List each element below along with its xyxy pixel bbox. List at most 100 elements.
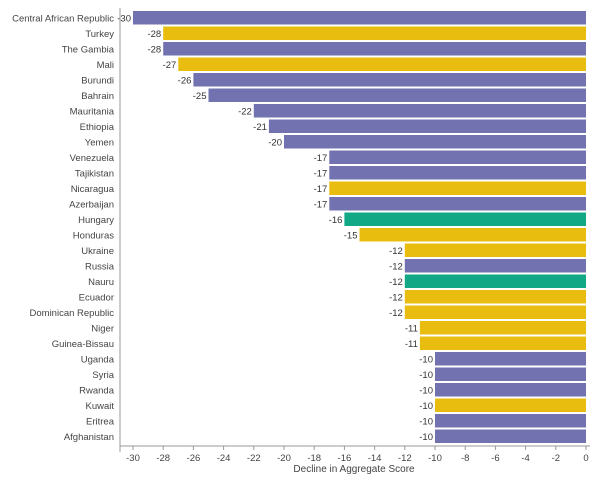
category-label-mauritania: Mauritania [70,106,115,117]
bar-central-african-republic [133,11,586,25]
value-label-venezuela: -17 [314,153,328,164]
category-label-central-african-republic: Central African Republic [12,13,114,24]
value-label-dominican-republic: -12 [389,308,403,319]
x-tick-label: -14 [368,453,382,464]
value-label-central-african-republic: -30 [117,13,131,24]
bar-azerbaijan [329,197,586,211]
category-label-bahrain: Bahrain [81,91,114,102]
value-label-afghanistan: -10 [419,432,433,443]
bar-ecuador [404,290,586,304]
value-label-the-gambia: -28 [147,44,161,55]
x-tick-label: -6 [491,453,499,464]
category-label-russia: Russia [85,261,115,272]
bars-layer: -30-28-28-27-26-25-22-21-20-17-17-17-17-… [117,11,587,443]
bar-eritrea [435,414,586,428]
bar-nicaragua [329,181,586,195]
x-tick-label: -10 [428,453,442,464]
category-label-uganda: Uganda [81,354,115,365]
value-label-hungary: -16 [329,215,343,226]
value-label-turkey: -28 [147,29,161,40]
value-label-honduras: -15 [344,230,358,241]
category-label-venezuela: Venezuela [70,153,115,164]
bar-dominican-republic [404,305,586,319]
value-label-bahrain: -25 [193,91,207,102]
value-label-burundi: -26 [178,75,192,86]
category-label-kuwait: Kuwait [85,401,114,412]
value-label-eritrea: -10 [419,416,433,427]
value-label-mauritania: -22 [238,106,252,117]
category-label-mali: Mali [97,60,114,71]
bar-mauritania [253,104,587,118]
bar-afghanistan [435,429,586,443]
x-tick-label: -12 [398,453,412,464]
bar-nauru [404,274,586,288]
value-label-tajikistan: -17 [314,168,328,179]
category-label-burundi: Burundi [81,75,114,86]
value-label-niger: -11 [405,323,418,334]
bar-turkey [163,26,586,40]
x-tick-label: -16 [338,453,352,464]
value-label-kuwait: -10 [419,401,433,412]
category-label-honduras: Honduras [73,230,114,241]
value-label-azerbaijan: -17 [314,199,328,210]
category-label-afghanistan: Afghanistan [64,432,114,443]
category-label-ethiopia: Ethiopia [80,122,115,133]
category-label-hungary: Hungary [78,215,114,226]
category-label-tajikistan: Tajikistan [75,168,114,179]
bar-russia [404,259,586,273]
category-labels: Central African Republic Turkey The Gambia… [12,13,115,443]
bar-bahrain [208,88,586,102]
x-tick-label: -30 [126,453,140,464]
bar-syria [435,367,586,381]
category-label-guinea-bissau: Guinea-Bissau [52,339,114,350]
x-tick-label: -24 [217,453,231,464]
category-label-nicaragua: Nicaragua [71,184,115,195]
category-label-rwanda: Rwanda [79,385,115,396]
x-axis: -30 -28 -26 -24 -22 -20 -18 -16 -14 -12 -10 -8 -6 -4-… [119,8,590,464]
bar-venezuela [329,150,586,164]
value-label-ethiopia: -21 [253,122,267,133]
value-label-nauru: -12 [389,277,403,288]
bar-hungary [344,212,586,226]
category-label-dominican-republic: Dominican Republic [30,308,115,319]
bar-the-gambia [163,42,586,56]
x-tick-label: 0 [583,453,588,464]
category-label-syria: Syria [92,370,114,381]
x-tick-label: -18 [307,453,321,464]
category-label-ukraine: Ukraine [81,246,114,257]
category-label-niger: Niger [91,323,114,334]
category-label-eritrea: Eritrea [86,416,115,427]
x-tick-label: -4 [521,453,529,464]
bar-honduras [359,228,586,242]
bar-mali [178,57,587,71]
value-label-ukraine: -12 [389,246,403,257]
bar-tajikistan [329,166,586,180]
bar-burundi [193,73,586,87]
category-label-turkey: Turkey [85,29,114,40]
value-label-yemen: -20 [268,137,282,148]
x-tick-label: -26 [187,453,201,464]
category-label-azerbaijan: Azerbaijan [69,199,114,210]
value-label-syria: -10 [419,370,433,381]
x-tick-label: -20 [277,453,291,464]
value-label-uganda: -10 [419,354,433,365]
value-label-russia: -12 [389,261,403,272]
value-label-ecuador: -12 [389,292,403,303]
x-tick-label: -22 [247,453,261,464]
value-label-mali: -27 [163,60,177,71]
x-axis-title: Decline in Aggregate Score [293,464,415,475]
category-label-the-gambia: The Gambia [62,44,115,55]
bar-guinea-bissau [419,336,586,350]
value-label-rwanda: -10 [419,385,433,396]
bar-niger [419,321,586,335]
x-tick-label: -8 [461,453,469,464]
x-tick-label: -28 [156,453,170,464]
bar-yemen [284,135,586,149]
value-label-guinea-bissau: -11 [405,339,418,350]
x-tick-label: -2 [552,453,560,464]
value-label-nicaragua: -17 [314,184,328,195]
category-label-nauru: Nauru [88,277,114,288]
category-label-ecuador: Ecuador [79,292,114,303]
